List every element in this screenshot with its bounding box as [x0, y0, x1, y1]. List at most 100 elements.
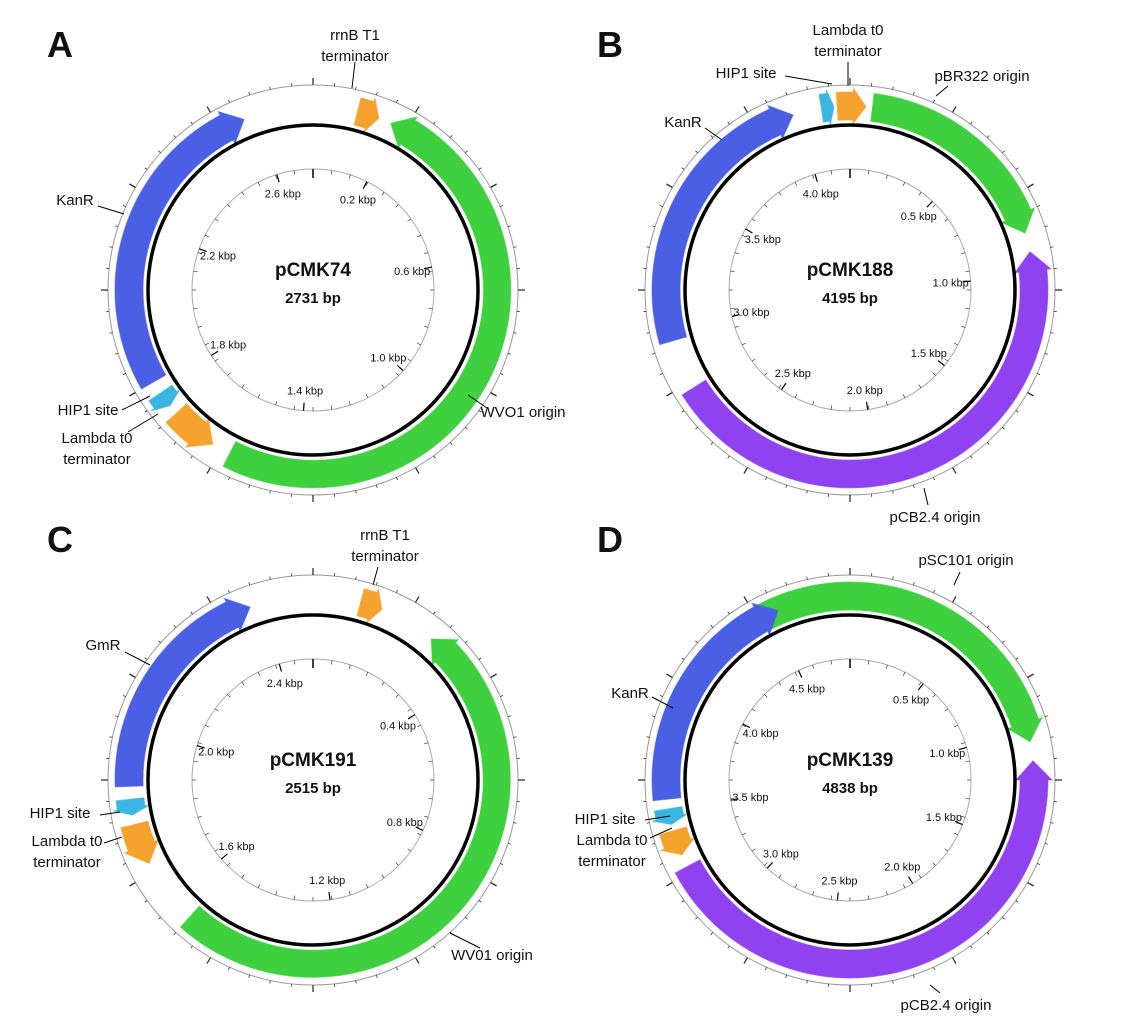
kbp-label: 2.5 kbp — [775, 368, 811, 380]
inner-tick — [227, 862, 231, 866]
outer-tick — [1002, 150, 1005, 154]
kbp-label: 1.0 kbp — [933, 278, 969, 290]
feature-arc — [658, 826, 696, 856]
inner-tick — [944, 218, 949, 222]
outer-tick — [173, 932, 177, 935]
outer-tick — [986, 932, 990, 935]
kbp-label: 0.6 kbp — [394, 266, 430, 278]
outer-tick — [465, 426, 468, 430]
kbp-label: 1.5 kbp — [926, 812, 962, 824]
kbp-label: 2.0 kbp — [847, 385, 883, 397]
outer-tick — [1027, 391, 1034, 397]
outer-tick — [115, 842, 119, 845]
kbp-tick — [423, 266, 432, 270]
kbp-tick — [407, 714, 416, 720]
outer-tick — [743, 106, 749, 113]
feature-arc — [165, 403, 214, 448]
inner-tick — [293, 170, 296, 175]
plasmid-name: pCMK188 — [807, 260, 894, 281]
outer-tick — [513, 822, 517, 824]
inner-tick — [730, 797, 735, 800]
outer-tick — [478, 410, 482, 413]
inner-tick — [902, 884, 906, 888]
outer-tick — [248, 92, 251, 96]
inner-tick — [275, 664, 278, 669]
inner-tick — [348, 891, 351, 896]
inner-tick — [428, 307, 433, 310]
outer-tick — [666, 673, 673, 679]
inner-tick — [214, 848, 219, 852]
inner-tick — [424, 325, 429, 328]
outer-tick — [912, 92, 915, 96]
inner-tick — [867, 895, 870, 900]
outer-tick — [396, 967, 398, 971]
leader-line — [351, 61, 356, 89]
leader-line — [923, 487, 929, 506]
kbp-label: 0.4 kbp — [380, 720, 416, 732]
feature-arc — [114, 110, 245, 390]
feature-arc — [120, 820, 160, 865]
leader-line — [124, 651, 151, 666]
outer-tick — [513, 332, 517, 334]
inner-tick — [193, 270, 198, 273]
inner-tick — [205, 234, 209, 238]
inner-tick — [961, 815, 966, 818]
plasmid-map: C 0.4 kbp 0.8 kbp 1.2 kbp 1.6 kbp 2.0 kbp 2.4 … — [30, 519, 533, 992]
leader-line — [121, 395, 151, 411]
outer-tick — [122, 373, 126, 375]
feature-label: Lambda t0 — [32, 833, 103, 850]
inner-tick — [830, 405, 833, 410]
inner-tick — [734, 325, 739, 328]
outer-tick — [115, 715, 119, 718]
inner-tick — [965, 270, 970, 273]
outer-tick — [695, 640, 698, 644]
inner-tick — [932, 862, 936, 866]
inner-tick — [867, 405, 870, 410]
inner-tick — [794, 672, 798, 676]
inner-tick — [395, 694, 399, 698]
inner-tick — [330, 895, 333, 900]
outer-tick — [986, 625, 990, 628]
outer-tick — [500, 205, 504, 207]
outer-tick — [646, 822, 650, 824]
kbp-tick — [415, 826, 424, 831]
outer-tick — [375, 974, 378, 978]
inner-tick — [214, 218, 219, 222]
outer-tick — [433, 121, 436, 125]
plasmid-size: 2731 bp — [285, 290, 341, 307]
inner-tick — [918, 874, 922, 879]
outer-tick — [396, 477, 398, 481]
outer-tick — [743, 467, 749, 474]
kbp-label: 0.8 kbp — [387, 817, 423, 829]
kbp-label: 2.5 kbp — [821, 875, 857, 887]
outer-tick — [355, 490, 357, 494]
outer-tick — [785, 484, 788, 488]
inner-tick — [961, 325, 966, 328]
outer-tick — [933, 99, 935, 103]
kbp-tick — [210, 350, 219, 357]
outer-tick — [695, 426, 698, 430]
panel-letter: C — [47, 519, 73, 560]
kbp-label: 3.5 kbp — [732, 792, 768, 804]
inner-tick — [205, 342, 209, 346]
feature-label: GmR — [86, 637, 121, 654]
outer-tick — [765, 477, 767, 481]
inner-tick — [275, 174, 278, 179]
kbp-tick — [742, 723, 751, 729]
leader-line — [372, 566, 379, 586]
outer-tick — [743, 957, 749, 964]
outer-tick — [414, 467, 420, 474]
inner-tick — [794, 394, 798, 398]
inner-tick — [902, 394, 906, 398]
outer-tick — [806, 490, 808, 494]
inner-tick — [381, 191, 385, 196]
outer-tick — [1050, 246, 1054, 248]
feature-label: pCB2.4 origin — [901, 997, 992, 1014]
feature-arc — [674, 760, 1054, 979]
outer-tick — [433, 945, 436, 949]
outer-tick — [1050, 332, 1054, 334]
inner-tick — [428, 270, 433, 273]
feature-label: KanR — [611, 685, 649, 702]
kbp-label: 2.4 kbp — [267, 678, 303, 690]
inner-tick — [730, 270, 735, 273]
